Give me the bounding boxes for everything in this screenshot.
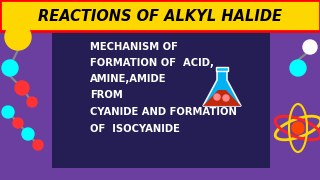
Circle shape [292,122,304,134]
Circle shape [214,94,220,100]
FancyBboxPatch shape [0,0,320,31]
Circle shape [290,60,306,76]
Circle shape [15,81,29,95]
Text: MECHANISM OF: MECHANISM OF [90,42,178,52]
Circle shape [303,40,317,54]
Circle shape [2,106,14,118]
Circle shape [2,60,18,76]
Text: OF  ISOCYANIDE: OF ISOCYANIDE [90,124,180,134]
Text: AMINE,AMIDE: AMINE,AMIDE [90,74,166,84]
Text: CYANIDE AND FORMATION: CYANIDE AND FORMATION [90,107,237,117]
Text: REACTIONS OF ALKYL HALIDE: REACTIONS OF ALKYL HALIDE [38,8,282,24]
Circle shape [33,140,43,150]
Circle shape [13,118,23,128]
Circle shape [22,128,34,140]
Polygon shape [203,70,241,106]
FancyBboxPatch shape [216,67,228,71]
Text: FORMATION OF  ACID,: FORMATION OF ACID, [90,58,214,68]
FancyBboxPatch shape [52,30,270,168]
Circle shape [5,24,31,50]
Circle shape [27,97,37,107]
Polygon shape [203,90,241,106]
Circle shape [223,95,229,101]
Text: FROM: FROM [90,90,123,100]
